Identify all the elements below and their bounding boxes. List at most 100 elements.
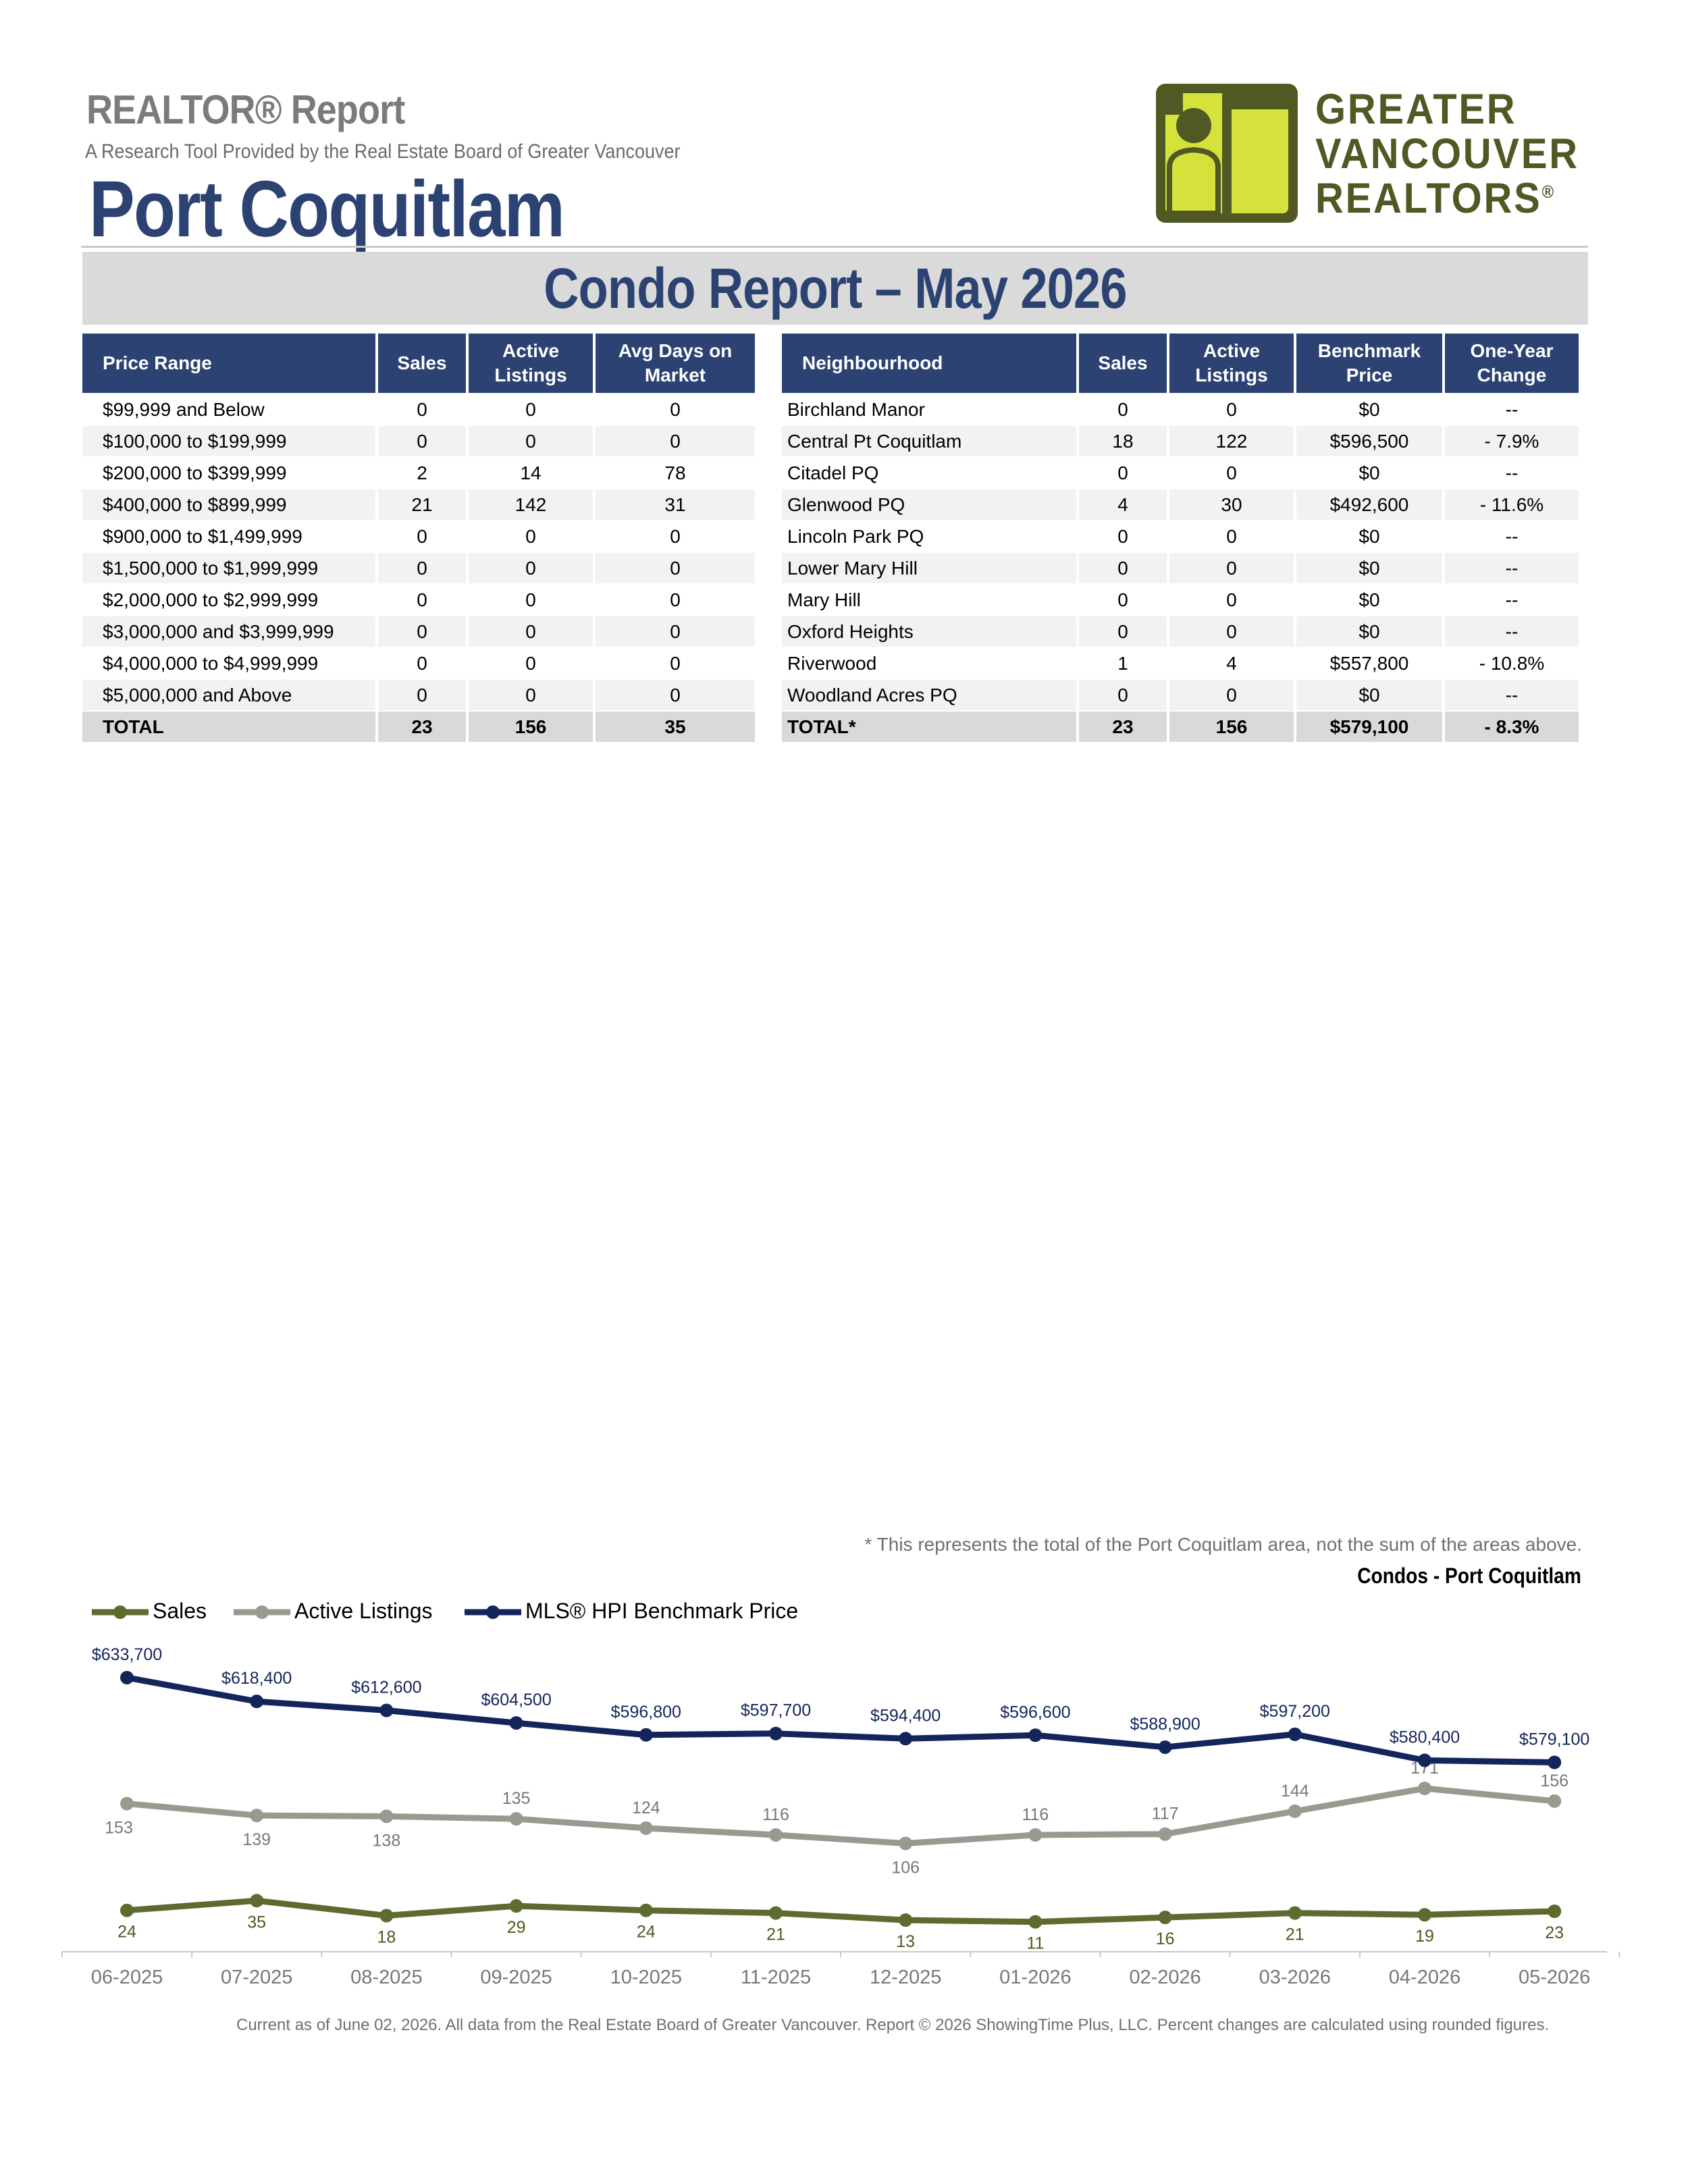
- table-cell: $0: [1296, 553, 1442, 583]
- table-cell: 78: [664, 462, 686, 483]
- table-cell: $0: [1359, 398, 1380, 420]
- series-point-0: [379, 1909, 394, 1923]
- series-point-2: [250, 1695, 264, 1709]
- data-label-0: 18: [377, 1928, 396, 1947]
- series-point-2: [1028, 1728, 1043, 1742]
- table-cell: 0: [525, 398, 536, 420]
- table-cell: $400,000 to $899,999: [82, 489, 375, 520]
- table-cell: 0: [417, 652, 427, 674]
- data-label-0: 21: [1286, 1925, 1304, 1944]
- series-point-2: [769, 1726, 783, 1740]
- table-cell: 0: [596, 553, 755, 583]
- table-row: $1,500,000 to $1,999,999 0 0 0: [82, 553, 755, 583]
- table-cell: 0: [1117, 462, 1128, 483]
- x-tick-label: 07-2025: [221, 1967, 292, 1988]
- data-label-0: 11: [1026, 1934, 1044, 1953]
- legend-label-sales: Sales: [153, 1599, 207, 1623]
- col-header-sales: Sales: [378, 334, 466, 393]
- series-point-1: [1158, 1827, 1172, 1841]
- report-title-band: Condo Report – May 2026: [82, 252, 1588, 325]
- data-label-0: 24: [637, 1923, 656, 1942]
- table-cell: 2: [417, 462, 427, 483]
- data-label-1: 106: [891, 1858, 920, 1877]
- price-range-table: Price Range Sales Active Listings Avg Da…: [80, 332, 758, 743]
- data-label-2: $604,500: [481, 1690, 551, 1709]
- logo-mark-icon: [1156, 84, 1298, 223]
- series-point-0: [1418, 1908, 1431, 1922]
- table-cell: $0: [1359, 589, 1380, 610]
- table-cell: - 11.6%: [1445, 489, 1579, 520]
- data-label-0: 23: [1545, 1923, 1564, 1942]
- table-cell: Mary Hill: [787, 589, 861, 610]
- table-cell: Riverwood: [787, 652, 877, 674]
- total-cell: 156: [469, 712, 593, 742]
- legend-line-active-listings-icon: [234, 1605, 290, 1619]
- table-cell: 0: [417, 589, 427, 610]
- table-cell: 18: [1079, 426, 1167, 456]
- series-point-2: [639, 1728, 653, 1742]
- table-cell: - 10.8%: [1479, 652, 1545, 674]
- data-label-2: $618,400: [221, 1669, 292, 1688]
- table-cell: $0: [1359, 525, 1380, 547]
- table-cell: --: [1505, 525, 1519, 547]
- table-cell: 0: [1079, 680, 1167, 710]
- data-label-2: $597,200: [1260, 1702, 1330, 1721]
- data-label-0: 35: [247, 1913, 266, 1932]
- data-label-0: 24: [117, 1923, 136, 1942]
- data-label-0: 13: [896, 1932, 915, 1951]
- table-cell: 0: [670, 398, 681, 420]
- series-point-1: [379, 1809, 394, 1823]
- legend-label-active-listings: Active Listings: [294, 1599, 433, 1623]
- x-tick-label: 12-2025: [870, 1967, 941, 1988]
- data-label-0: 29: [507, 1918, 526, 1937]
- table-cell: 4: [1079, 489, 1167, 520]
- series-point-2: [379, 1703, 394, 1717]
- table-row: Lincoln Park PQ 0 0 $0 --: [782, 521, 1579, 552]
- table-row: Mary Hill 0 0 $0 --: [782, 585, 1579, 615]
- table-cell: $557,800: [1329, 652, 1409, 674]
- data-label-1: 117: [1152, 1805, 1179, 1823]
- x-tick-label: 02-2026: [1129, 1967, 1201, 1988]
- series-line-0: [124, 1897, 1558, 1925]
- table-row: Glenwood PQ 4 30 $492,600- 11.6%: [782, 489, 1579, 520]
- total-cell: 156: [1169, 712, 1294, 742]
- table-cell: --: [1445, 616, 1579, 647]
- table-cell: Oxford Heights: [782, 616, 1076, 647]
- table-cell: 0: [670, 589, 681, 610]
- data-label-2: $612,600: [351, 1678, 421, 1697]
- table-cell: Woodland Acres PQ: [782, 680, 1076, 710]
- data-label-2: $580,400: [1390, 1728, 1460, 1747]
- x-tick-label: 04-2026: [1389, 1967, 1460, 1988]
- series-point-0: [1288, 1906, 1302, 1920]
- table-cell: 0: [596, 680, 755, 710]
- total-cell: 35: [596, 712, 755, 742]
- table-cell: 0: [525, 652, 536, 674]
- table-cell: 0: [1169, 616, 1294, 647]
- logo-word-3: REALTORS®: [1315, 175, 1556, 222]
- table-cell: 0: [1079, 616, 1167, 647]
- table-cell: Central Pt Coquitlam: [782, 426, 1076, 456]
- table-cell: $0: [1296, 680, 1442, 710]
- table-cell: 0: [525, 525, 536, 547]
- table-cell: 0: [417, 398, 427, 420]
- table-cell: $200,000 to $399,999: [103, 462, 287, 483]
- data-label-1: 139: [242, 1830, 271, 1849]
- table-row: $400,000 to $899,999 21 142 31: [82, 489, 755, 520]
- table-row: Riverwood 1 4 $557,800 - 10.8%: [782, 648, 1579, 678]
- table-row: $4,000,000 to $4,999,999 0 0 0: [82, 648, 755, 678]
- data-label-1: 135: [502, 1789, 531, 1808]
- series-point-1: [250, 1809, 264, 1823]
- footer-note: Current as of June 02, 2026. All data fr…: [236, 2016, 1550, 2034]
- table-cell: Lower Mary Hill: [782, 553, 1076, 583]
- neighbourhood-table: Neighbourhood Sales Active Listings Benc…: [779, 332, 1581, 743]
- table-cell: 0: [1169, 553, 1294, 583]
- x-tick-label: 10-2025: [610, 1967, 682, 1988]
- table-cell: 0: [1117, 589, 1128, 610]
- table-cell: $5,000,000 and Above: [82, 680, 375, 710]
- table-cell: $0: [1296, 616, 1442, 647]
- table-row: Central Pt Coquitlam 18 122 $596,500- 7.9%: [782, 426, 1579, 456]
- table-cell: 0: [1117, 525, 1128, 547]
- data-label-1: 144: [1281, 1782, 1309, 1801]
- x-tick-label: 01-2026: [999, 1967, 1071, 1988]
